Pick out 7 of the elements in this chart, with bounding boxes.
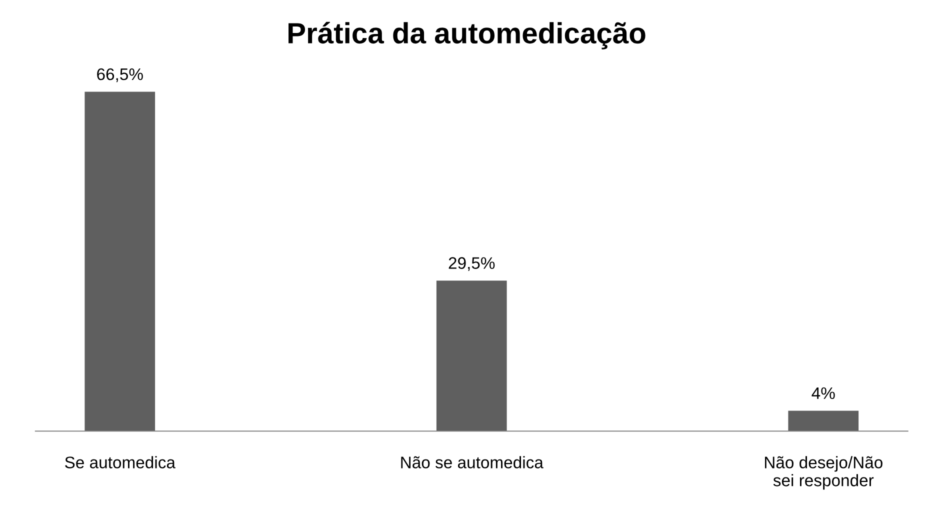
x-tick-label: Não se automedica — [401, 456, 544, 468]
x-tick-label: Se automedica — [65, 456, 176, 468]
x-tick-label: Não desejo/Não sei responder — [764, 456, 882, 490]
data-label: 4% — [812, 387, 835, 400]
data-label: 29,5% — [448, 257, 495, 271]
data-label: 66,5% — [97, 68, 143, 82]
chart-title: Prática da automedicação — [288, 22, 646, 50]
